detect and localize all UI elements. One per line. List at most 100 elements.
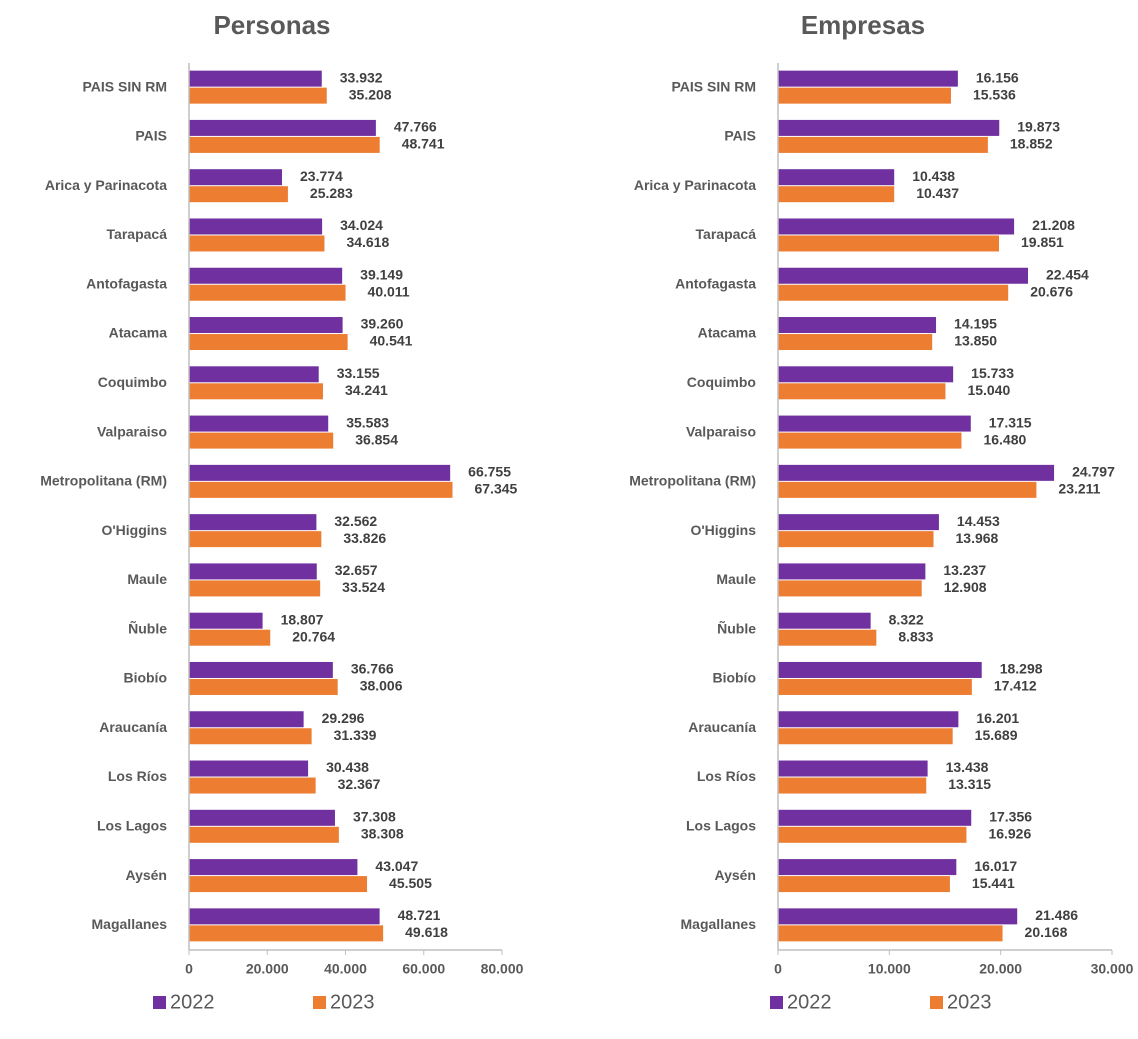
value-label: 36.854 [355,431,398,447]
category-label: PAIS SIN RM [82,78,167,94]
category-label: Coquimbo [98,374,167,390]
legend-label: 2023 [947,991,992,1013]
x-tick-label: 10.000 [868,961,911,977]
bar [189,432,334,449]
value-label: 66.755 [468,464,511,480]
bar [189,777,316,794]
x-tick-label: 0 [185,961,193,977]
value-label: 25.283 [310,185,353,201]
category-label: Maule [716,571,756,587]
bar [778,661,982,678]
category-label: Aysén [714,867,756,883]
category-label: Los Lagos [686,818,756,834]
bar [189,415,329,432]
value-label: 40.011 [368,283,410,299]
bar [189,580,321,597]
bar [189,366,319,383]
bar [778,235,1000,252]
value-label: 17.315 [989,414,1032,430]
bar [189,284,346,301]
bar [778,464,1055,481]
bar [778,908,1018,925]
value-label: 21.486 [1035,907,1078,923]
bar [778,629,877,646]
value-label: 32.562 [334,513,377,529]
bar [778,859,957,876]
bar [189,612,263,629]
value-label: 35.583 [346,414,389,430]
legend-label: 2023 [330,991,375,1013]
value-label: 8.322 [889,611,924,627]
value-label: 33.155 [337,365,380,381]
bar [189,908,380,925]
bar [189,876,368,893]
value-label: 18.298 [1000,661,1043,677]
bar [778,334,933,351]
bar [778,169,895,186]
value-label: 16.156 [976,69,1019,85]
bar [778,580,922,597]
category-label: Metropolitana (RM) [40,473,167,489]
bar [189,383,323,400]
category-label: Los Lagos [97,818,167,834]
value-label: 15.040 [967,382,1010,398]
bar [778,87,951,104]
value-label: 22.454 [1046,266,1089,282]
bar [189,218,323,235]
category-label: PAIS [724,128,756,144]
value-label: 33.932 [340,69,383,85]
bar [189,809,335,826]
category-label: Maule [127,571,167,587]
bar [189,728,312,745]
category-label: Biobío [712,670,756,686]
category-label: Magallanes [681,916,757,932]
x-tick-label: 30.000 [1091,961,1134,977]
bar [189,481,453,498]
bar [189,317,343,334]
category-label: Los Ríos [697,768,756,784]
value-label: 48.741 [402,136,445,152]
value-label: 16.017 [974,858,1017,874]
x-tick-label: 80.000 [481,961,524,977]
value-label: 20.764 [292,628,335,644]
category-label: Valparaiso [686,423,756,439]
value-label: 14.453 [957,513,1000,529]
x-tick-label: 20.000 [979,961,1022,977]
value-label: 34.241 [345,382,388,398]
value-label: 39.260 [361,316,404,332]
category-label: Los Ríos [108,768,167,784]
value-label: 33.524 [342,579,385,595]
bar [189,235,325,252]
value-label: 30.438 [326,759,369,775]
value-label: 48.721 [398,907,441,923]
value-label: 34.024 [340,217,383,233]
category-label: Coquimbo [687,374,756,390]
bar [778,366,954,383]
value-label: 24.797 [1072,464,1115,480]
bar [189,760,309,777]
value-label: 16.201 [976,710,1019,726]
category-label: Araucanía [99,719,167,735]
legend-label: 2022 [170,991,215,1013]
category-label: Aysén [125,867,167,883]
bar [189,925,384,942]
bar [778,777,927,794]
bar [189,531,322,548]
category-label: Arica y Parinacota [634,177,756,193]
value-label: 36.766 [351,661,394,677]
value-label: 34.618 [346,234,389,250]
bar [189,136,380,153]
category-label: O'Higgins [690,522,756,538]
bar [778,317,937,334]
category-label: Ñuble [717,619,756,636]
value-label: 10.437 [916,185,959,201]
bar [189,826,339,843]
x-tick-label: 60.000 [402,961,445,977]
category-label: Valparaiso [97,423,167,439]
category-label: Antofagasta [675,275,756,291]
bar [778,218,1015,235]
bar [189,267,343,284]
category-label: Magallanes [92,916,168,932]
category-label: PAIS SIN RM [671,78,756,94]
bar [778,612,871,629]
